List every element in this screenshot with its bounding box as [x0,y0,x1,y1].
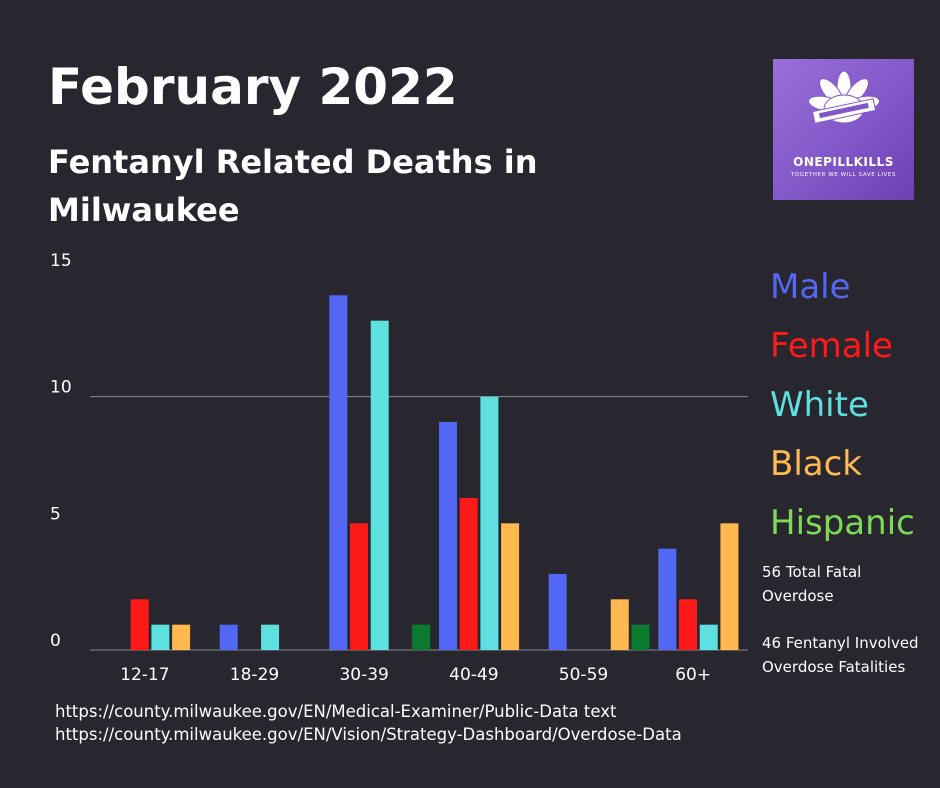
x-tick-label: 12-17 [120,665,169,685]
logo-name: ONEPILLKILLS [793,155,894,169]
bar-female-40-49 [459,498,478,650]
bar-white-12-17 [151,624,170,650]
bar-white-40-49 [480,396,499,650]
x-tick-label: 40-49 [449,665,498,685]
bar-female-60+ [679,599,698,650]
x-tick-label: 50-59 [559,665,608,685]
legend-hispanic: Hispanic [770,503,915,543]
bar-black-40-49 [501,523,520,650]
y-tick-label: 0 [50,631,61,651]
bar-black-50-59 [610,599,629,650]
bar-white-18-29 [261,624,280,650]
y-tick-label: 10 [50,378,72,398]
total-overdose-stat: 56 Total Fatal Overdose [762,563,862,605]
bar-black-12-17 [172,624,191,650]
bar-white-60+ [699,624,718,650]
page-title: February 2022 [48,58,458,116]
bar-chart: 0 5 10 15 12-17 18-29 30-39 40-49 50-59 60+ [50,251,748,685]
fentanyl-overdose-stat: 46 Fentanyl Involved Overdose Fatalities [762,634,919,676]
bar-male-50-59 [548,574,567,650]
lotus-icon [809,70,879,124]
bar-male-40-49 [439,422,457,650]
bar-male-60+ [658,548,677,650]
legend-white: White [770,385,869,425]
legend-female: Female [770,326,893,366]
x-tick-label: 18-29 [230,665,279,685]
bar-male-18-29 [219,624,238,650]
x-tick-label: 30-39 [339,665,388,685]
sources: https://county.milwaukee.gov/EN/Medical-… [55,700,682,746]
y-tick-label: 5 [50,504,61,524]
page-subtitle: Fentanyl Related Deaths in Milwaukee [48,143,538,229]
legend: Male Female White Black Hispanic [770,258,915,553]
logo-tagline: TOGETHER WE WILL SAVE LIVES [790,172,897,178]
bar-hispanic-30-39 [412,624,431,650]
legend-male: Male [770,267,851,307]
legend-black: Black [770,444,862,484]
y-tick-label: 15 [50,251,72,271]
bar-black-60+ [720,523,739,650]
bar-male-30-39 [329,295,348,650]
source-link-1[interactable]: https://county.milwaukee.gov/EN/Medical-… [55,702,617,721]
bar-female-12-17 [130,599,149,650]
onepillkills-logo: ONEPILLKILLS TOGETHER WE WILL SAVE LIVES [773,59,914,200]
bar-female-30-39 [350,523,369,650]
bar-hispanic-50-59 [631,624,650,650]
x-tick-label: 60+ [675,665,711,685]
bar-white-30-39 [370,320,389,650]
source-link-2[interactable]: https://county.milwaukee.gov/EN/Vision/S… [55,725,682,744]
